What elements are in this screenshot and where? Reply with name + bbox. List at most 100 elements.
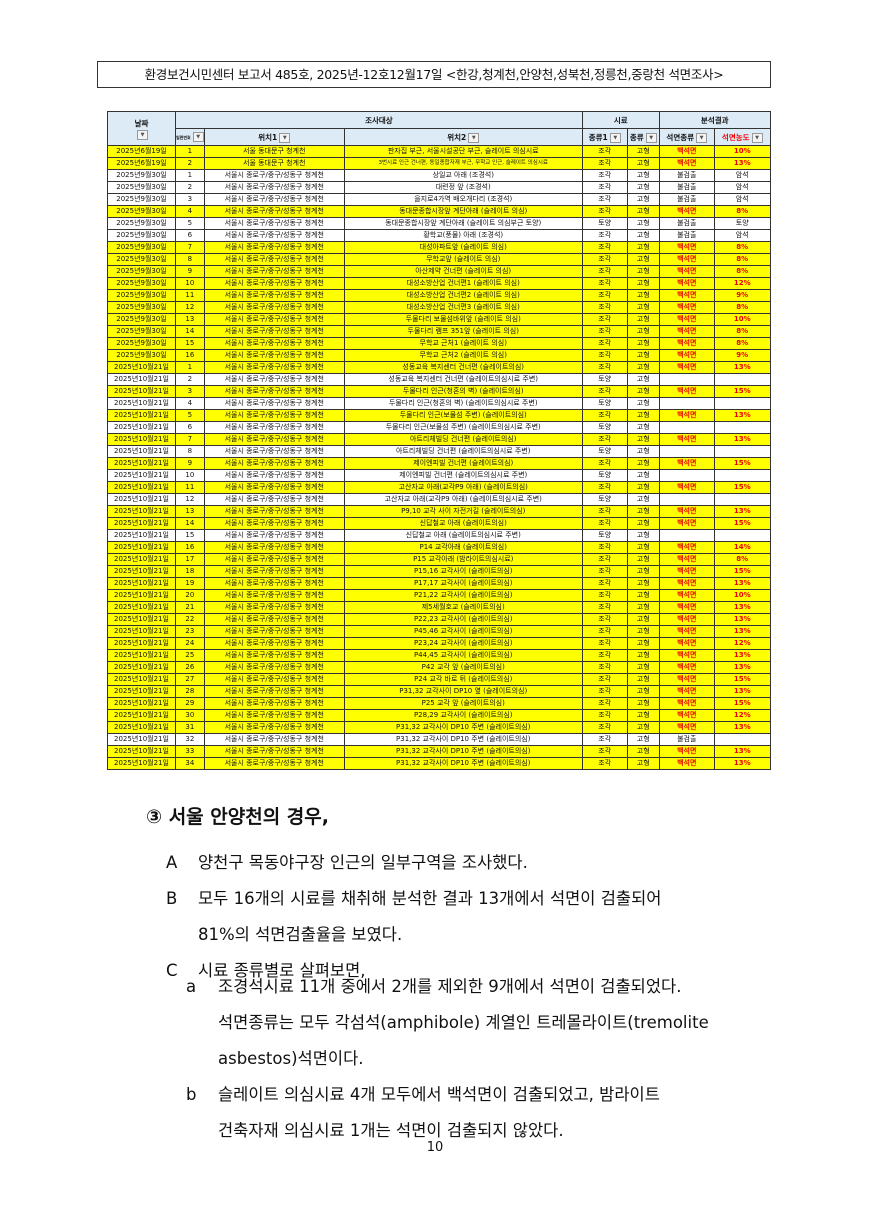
cell-location2[interactable]: 대련정 앞 (조경석) [343,181,583,194]
cell-asbestos-type[interactable]: 백석면 [658,409,715,422]
cell-sample-type2[interactable]: 고형 [626,445,660,458]
cell-location1[interactable]: 서울시 종로구/중구/성동구 청계천 [203,517,345,530]
cell-sample-type2[interactable]: 고형 [626,433,660,446]
cell-sample-type2[interactable]: 고형 [626,685,660,698]
cell-location2[interactable]: 무학교 근처2 (슬레이트 의심) [343,349,583,362]
cell-sample-type1[interactable]: 조각 [581,709,628,722]
cell-date[interactable]: 2025년10월21일 [107,685,176,698]
cell-asbestos-type[interactable]: 백석면 [658,265,715,278]
cell-serial[interactable]: 5 [175,409,205,422]
cell-asbestos-type[interactable]: 백석면 [658,601,715,614]
cell-date[interactable]: 2025년10월21일 [107,541,176,554]
cell-asbestos-concentration[interactable]: 8% [713,205,771,218]
cell-asbestos-concentration[interactable]: 암석 [713,193,771,206]
cell-sample-type2[interactable]: 고형 [626,169,660,182]
cell-location2[interactable]: P15 교각아래 (밤라이트의심시료) [343,553,583,566]
cell-serial[interactable]: 14 [175,517,205,530]
cell-serial[interactable]: 27 [175,673,205,686]
cell-asbestos-concentration[interactable]: 10% [713,145,771,158]
cell-location1[interactable]: 서울시 종로구/중구/성동구 청계천 [203,433,345,446]
cell-date[interactable]: 2025년10월21일 [107,505,176,518]
cell-date[interactable]: 2025년6월19일 [107,145,176,158]
cell-asbestos-type[interactable] [658,373,715,386]
cell-sample-type2[interactable]: 고형 [626,373,660,386]
cell-date[interactable]: 2025년10월21일 [107,613,176,626]
cell-date[interactable]: 2025년10월21일 [107,397,176,410]
cell-date[interactable]: 2025년10월21일 [107,529,176,542]
cell-sample-type1[interactable]: 조각 [581,409,628,422]
cell-sample-type1[interactable]: 조각 [581,697,628,710]
cell-asbestos-concentration[interactable]: 15% [713,457,771,470]
cell-location2[interactable]: 신답철교 아래 (슬레이트의심시료 주변) [343,529,583,542]
cell-location1[interactable]: 서울시 종로구/중구/성동구 청계천 [203,361,345,374]
cell-sample-type1[interactable]: 토양 [581,529,628,542]
cell-sample-type2[interactable]: 고형 [626,649,660,662]
cell-location1[interactable]: 서울시 종로구/중구/성동구 청계천 [203,373,345,386]
cell-serial[interactable]: 24 [175,637,205,650]
cell-sample-type2[interactable]: 고형 [626,517,660,530]
cell-location2[interactable]: P31,32 교각사이 DP10 주변 (슬레이트의심) [343,745,583,758]
cell-date[interactable]: 2025년9월30일 [107,205,176,218]
cell-location2[interactable]: 3번시료 인근 건너편, 동일종합자재 부근, 무학교 인근, 슬레이트 의심시… [343,157,583,170]
cell-sample-type1[interactable]: 조각 [581,601,628,614]
cell-asbestos-concentration[interactable]: 13% [713,601,771,614]
cell-location2[interactable]: P28,29 교각사이 (슬레이트의심) [343,709,583,722]
cell-asbestos-concentration[interactable]: 10% [713,589,771,602]
cell-serial[interactable]: 9 [175,265,205,278]
cell-sample-type1[interactable]: 조각 [581,193,628,206]
cell-sample-type2[interactable]: 고형 [626,589,660,602]
filter-dropdown-icon[interactable]: ▼ [645,132,657,143]
cell-sample-type2[interactable]: 고형 [626,709,660,722]
filter-dropdown-icon[interactable]: ▼ [468,132,480,143]
cell-serial[interactable]: 1 [175,361,205,374]
cell-asbestos-type[interactable]: 백석면 [658,313,715,326]
cell-location1[interactable]: 서울시 종로구/중구/성동구 청계천 [203,661,345,674]
cell-location1[interactable]: 서울시 종로구/중구/성동구 청계천 [203,589,345,602]
cell-date[interactable]: 2025년9월30일 [107,349,176,362]
cell-asbestos-type[interactable]: 백석면 [658,697,715,710]
cell-date[interactable]: 2025년9월30일 [107,229,176,242]
cell-sample-type1[interactable]: 조각 [581,553,628,566]
cell-asbestos-concentration[interactable]: 13% [713,721,771,734]
cell-location1[interactable]: 서울시 종로구/중구/성동구 청계천 [203,577,345,590]
cell-date[interactable]: 2025년10월21일 [107,433,176,446]
cell-asbestos-concentration[interactable]: 15% [713,517,771,530]
cell-sample-type2[interactable]: 고형 [626,265,660,278]
cell-asbestos-type[interactable]: 백석면 [658,673,715,686]
filter-dropdown-icon[interactable]: ▼ [609,132,621,143]
cell-location1[interactable]: 서울시 종로구/중구/성동구 청계천 [203,301,345,314]
cell-serial[interactable]: 10 [175,469,205,482]
cell-asbestos-concentration[interactable]: 15% [713,385,771,398]
cell-serial[interactable]: 11 [175,289,205,302]
cell-serial[interactable]: 4 [175,397,205,410]
cell-location2[interactable]: 대성소방산업 건너편1 (슬레이트 의심) [343,277,583,290]
cell-location1[interactable]: 서울시 종로구/중구/성동구 청계천 [203,421,345,434]
cell-date[interactable]: 2025년10월21일 [107,409,176,422]
cell-serial[interactable]: 5 [175,217,205,230]
cell-sample-type2[interactable]: 고형 [626,529,660,542]
cell-location2[interactable]: P24 교각 바로 뒤 (슬레이트의심) [343,673,583,686]
cell-asbestos-type[interactable] [658,421,715,434]
cell-location2[interactable]: 대성소방산업 건너편3 (슬레이트 의심) [343,301,583,314]
cell-asbestos-type[interactable]: 백석면 [658,661,715,674]
cell-sample-type1[interactable]: 조각 [581,241,628,254]
cell-serial[interactable]: 7 [175,241,205,254]
cell-location1[interactable]: 서울시 종로구/중구/성동구 청계천 [203,529,345,542]
cell-date[interactable]: 2025년10월21일 [107,721,176,734]
cell-sample-type2[interactable]: 고형 [626,157,660,170]
cell-location1[interactable]: 서울시 종로구/중구/성동구 청계천 [203,649,345,662]
cell-date[interactable]: 2025년10월21일 [107,589,176,602]
cell-asbestos-type[interactable]: 백석면 [658,289,715,302]
cell-sample-type1[interactable]: 조각 [581,385,628,398]
cell-sample-type1[interactable]: 조각 [581,625,628,638]
cell-location1[interactable]: 서울시 종로구/중구/성동구 청계천 [203,349,345,362]
cell-location2[interactable]: P22,23 교각사이 (슬레이트의심) [343,613,583,626]
cell-asbestos-concentration[interactable]: 8% [713,337,771,350]
cell-asbestos-concentration[interactable]: 9% [713,349,771,362]
cell-location1[interactable]: 서울시 종로구/중구/성동구 청계천 [203,541,345,554]
cell-date[interactable]: 2025년10월21일 [107,601,176,614]
cell-location1[interactable]: 서울시 종로구/중구/성동구 청계천 [203,697,345,710]
cell-sample-type2[interactable]: 고형 [626,577,660,590]
cell-asbestos-concentration[interactable]: 14% [713,541,771,554]
cell-sample-type1[interactable]: 조각 [581,649,628,662]
